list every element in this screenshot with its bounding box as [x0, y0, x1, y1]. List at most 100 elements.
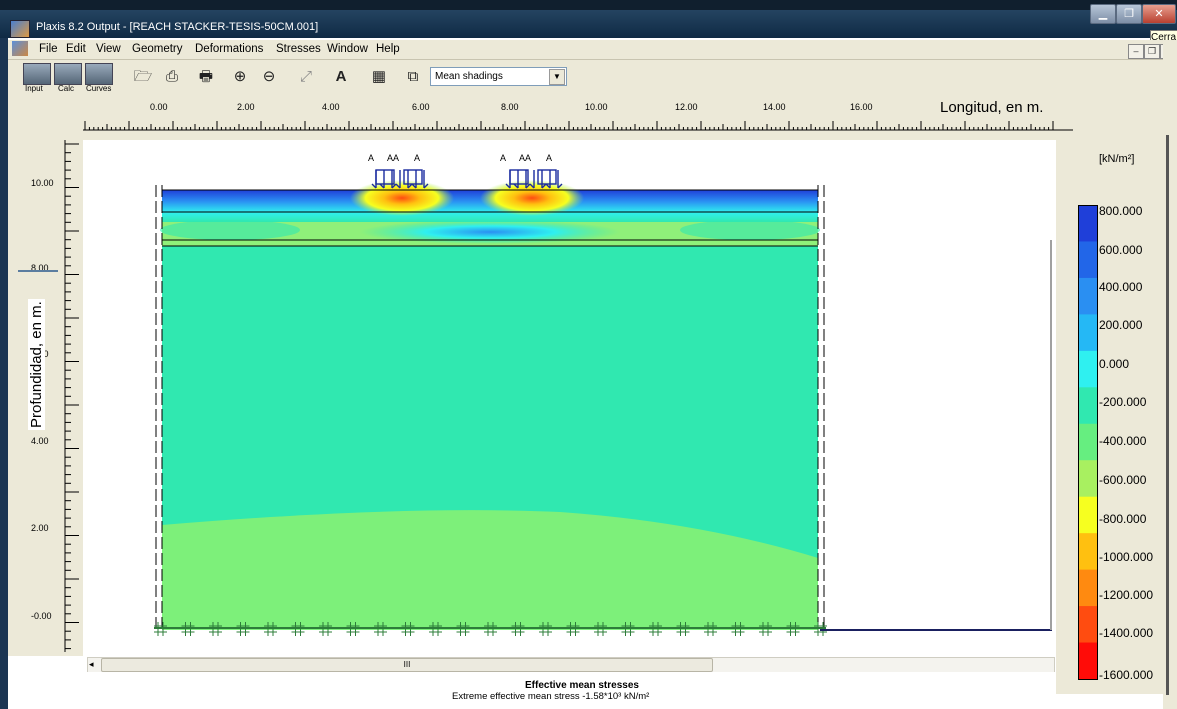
legend-value: 400.000	[1099, 280, 1143, 294]
fixity-mark	[709, 622, 717, 636]
menu-window[interactable]: Window	[327, 43, 368, 55]
x-tick-label: 2.00	[237, 102, 255, 112]
fixity-mark	[186, 622, 195, 636]
legend-unit: [kN/m²]	[1099, 153, 1135, 165]
fixity-mark	[351, 622, 360, 636]
load-label: A	[546, 153, 553, 163]
load-arrows-group-2	[505, 169, 563, 189]
y-tick-label: 2.00	[31, 523, 49, 533]
mdi-restore-button[interactable]: ❐	[1144, 44, 1160, 59]
fixity-mark	[571, 622, 580, 636]
load-stress-hotspot	[480, 180, 584, 216]
legend-value: -800.000	[1099, 512, 1147, 526]
load-label: A	[414, 153, 421, 163]
table-icon[interactable]: ▦	[371, 68, 387, 85]
display-mode-select[interactable]: Mean shadings ▼	[430, 67, 567, 86]
x-tick-label: 6.00	[412, 102, 430, 112]
legend-panel	[1056, 134, 1163, 694]
menu-view[interactable]: View	[96, 43, 121, 55]
window-title: Plaxis 8.2 Output - [REACH STACKER-TESIS…	[36, 21, 319, 33]
open-icon[interactable]: 🗁	[133, 68, 153, 85]
x-tick-label: 14.00	[763, 102, 786, 112]
input-program-icon[interactable]	[23, 63, 51, 85]
x-tick-label: 12.00	[675, 102, 698, 112]
load-label: AA	[519, 153, 532, 163]
y-axis-label: Profundidad, en m.	[28, 299, 45, 430]
fixity-mark	[764, 622, 772, 636]
legend-color-swatch	[1078, 314, 1098, 352]
legend-value: -1000.000	[1099, 550, 1154, 564]
title-bar	[0, 0, 1177, 38]
legend-value: 0.000	[1099, 357, 1130, 371]
curves-program-icon[interactable]	[85, 63, 113, 85]
menu-bar	[8, 40, 1177, 60]
fixity-mark	[296, 622, 305, 636]
menu-deformations[interactable]: Deformations	[195, 43, 264, 55]
input-button-label: Input	[25, 84, 43, 93]
lower-stress-zone	[162, 510, 818, 630]
reset-view-icon[interactable]: ⤢	[299, 68, 312, 85]
fixity-mark	[406, 622, 415, 636]
copy-icon[interactable]: ⧉	[407, 68, 419, 85]
fixity-mark	[626, 622, 635, 636]
plot-title: Effective mean stresses	[525, 680, 639, 691]
fixity-mark	[324, 622, 332, 636]
fixity-mark	[791, 622, 800, 636]
extreme-stress-text: Extreme effective mean stress -1.58*10³ …	[452, 691, 650, 702]
fixity-mark	[736, 622, 745, 636]
scroll-left-arrow[interactable]: ◂	[89, 659, 94, 669]
x-tick-label: 0.00	[150, 102, 168, 112]
fixity-mark	[461, 622, 470, 636]
load-stress-hotspot	[350, 180, 454, 216]
legend-color-swatch	[1078, 277, 1098, 315]
fixity-mark	[489, 622, 497, 636]
chevron-down-icon[interactable]: ▼	[549, 69, 565, 85]
cool-lens	[680, 220, 820, 240]
legend-value: -1200.000	[1099, 588, 1154, 602]
x-tick-label: 8.00	[501, 102, 519, 112]
zoom-out-icon[interactable]: ⊖	[262, 68, 276, 85]
legend-color-swatch	[1078, 496, 1098, 534]
mdi-minimize-button[interactable]: –	[1128, 44, 1144, 59]
menu-geometry[interactable]: Geometry	[132, 43, 183, 55]
load-label: A	[500, 153, 507, 163]
caption-area	[8, 672, 1056, 709]
legend-value: 800.000	[1099, 204, 1143, 218]
legend-color-swatch	[1078, 460, 1098, 498]
legend-color-swatch	[1078, 241, 1098, 279]
scroll-thumb[interactable]: III	[101, 658, 713, 672]
legend-color-swatch	[1078, 642, 1098, 680]
maximize-button[interactable]: ❐	[1116, 4, 1142, 24]
print-icon[interactable]: 🖶	[198, 68, 214, 85]
menu-help[interactable]: Help	[376, 43, 400, 55]
x-tick-label: 10.00	[585, 102, 608, 112]
y-tick-label: 10.00	[31, 178, 54, 188]
menu-stresses[interactable]: Stresses	[276, 43, 321, 55]
document-icon[interactable]	[12, 41, 28, 56]
cool-lens	[360, 220, 620, 244]
legend-color-swatch	[1078, 350, 1098, 388]
label-icon[interactable]: A	[335, 68, 347, 85]
fixity-mark	[214, 622, 222, 636]
minimize-button[interactable]: ▁	[1090, 4, 1116, 24]
cool-lens	[160, 220, 300, 240]
app-icon[interactable]	[10, 20, 30, 38]
legend-value: 200.000	[1099, 318, 1143, 332]
menu-edit[interactable]: Edit	[66, 43, 86, 55]
load-label: AA	[387, 153, 400, 163]
print-preview-icon[interactable]: ⎙	[165, 68, 178, 85]
color-scale-bar	[1078, 205, 1098, 680]
x-ruler-ticks	[83, 121, 1073, 131]
close-button[interactable]: ✕	[1142, 4, 1176, 24]
legend-value: -1600.000	[1099, 668, 1154, 682]
zoom-in-icon[interactable]: ⊕	[233, 68, 247, 85]
legend-color-swatch	[1078, 606, 1098, 644]
menu-file[interactable]: File	[39, 43, 58, 55]
y-tick-label: 8.00	[31, 263, 49, 273]
fixity-mark	[241, 622, 250, 636]
fixity-mark	[379, 622, 387, 636]
load-arrows-group-1	[371, 169, 429, 189]
calc-button-label: Calc	[58, 84, 75, 93]
calc-program-icon[interactable]	[54, 63, 82, 85]
vertical-scrollbar[interactable]	[1050, 240, 1052, 630]
